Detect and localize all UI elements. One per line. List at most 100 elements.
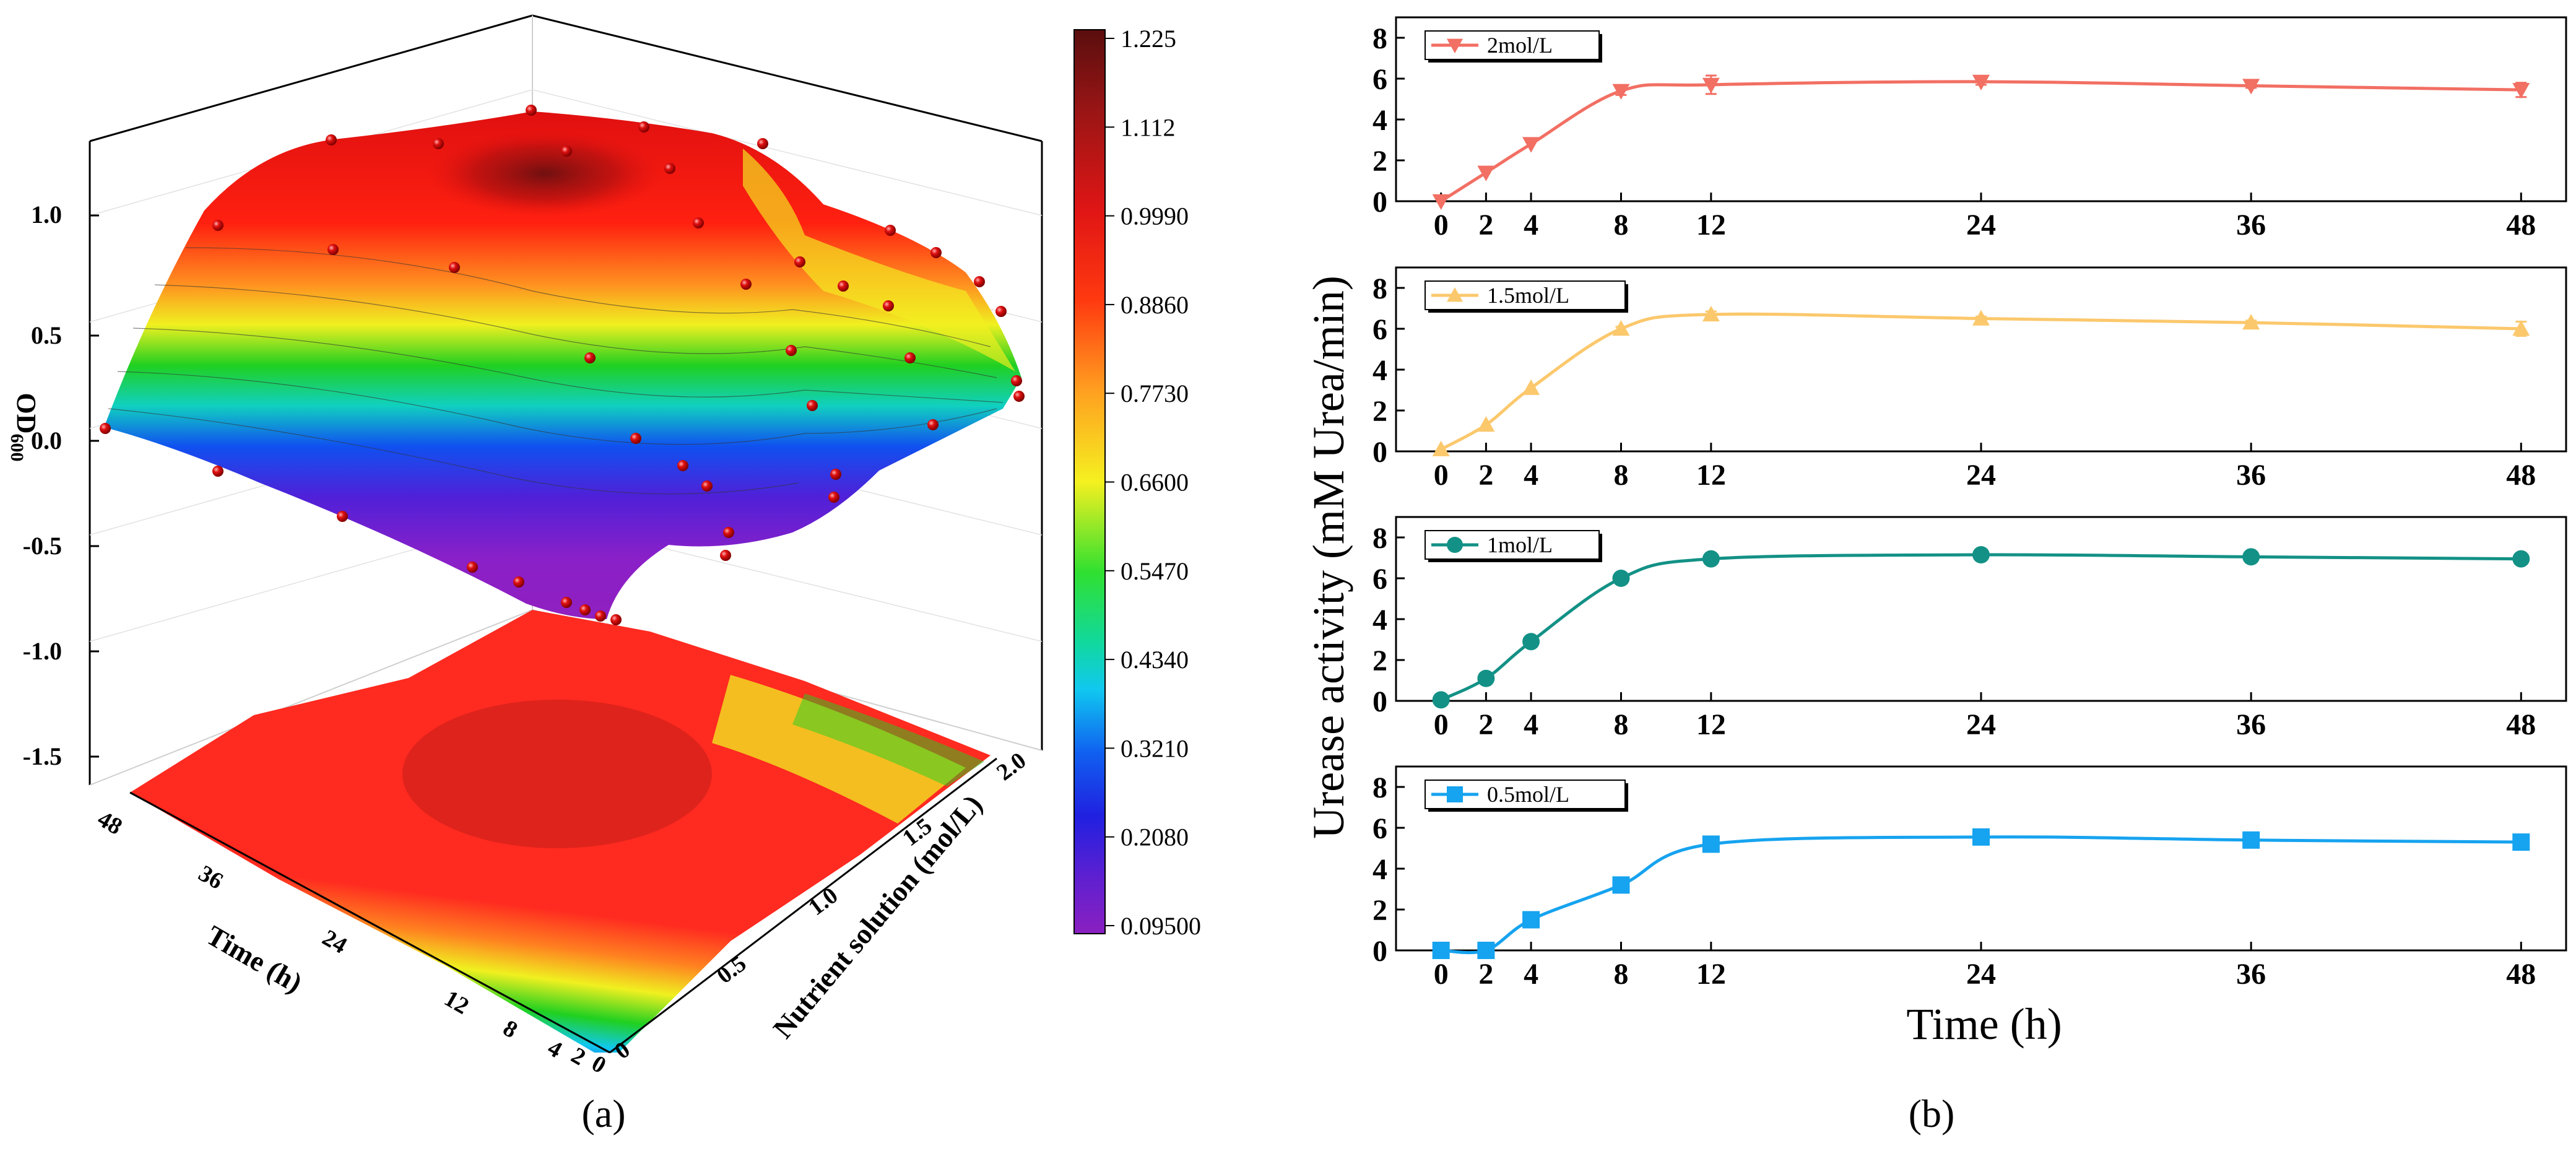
- x-tick-label: 12: [1696, 459, 1726, 492]
- conc-tick-label: 0.5: [712, 950, 751, 989]
- x-tick-label: 24: [1966, 708, 1996, 741]
- x-tick-label: 4: [1524, 708, 1538, 741]
- colorbar-tick-label: 0.6600: [1121, 469, 1189, 497]
- colorbar-tick-label: 0.2080: [1121, 823, 1189, 851]
- z-tick-label: 0.0: [31, 427, 62, 454]
- x-tick-label: 2: [1478, 459, 1493, 492]
- x-tick-label: 2: [1478, 958, 1493, 991]
- conc-tick-label: 2.0: [992, 747, 1031, 786]
- x-tick-label: 12: [1696, 708, 1726, 741]
- data-point: [1477, 669, 1495, 687]
- time-tick-label: 12: [440, 985, 474, 1019]
- data-point: [2242, 79, 2260, 95]
- data-point: [1612, 320, 1630, 336]
- x-axis-title: Time (h): [1906, 999, 2062, 1049]
- colorbar-tick-label: 0.4340: [1121, 646, 1189, 674]
- data-point: [1702, 550, 1720, 568]
- colorbar-tick-label: 0.8860: [1121, 291, 1189, 319]
- data-point: [1612, 876, 1630, 894]
- y-tick-label: 4: [1373, 853, 1387, 886]
- x-tick-label: 48: [2506, 459, 2536, 492]
- data-point: [1522, 379, 1540, 395]
- legend-marker: [1447, 537, 1463, 553]
- surface-data-points: [100, 105, 1025, 625]
- z-axis-title: OD600: [7, 393, 41, 462]
- panel-a-3d-surface: 1.0 0.5 0.0 -0.5 -1.0 -1.5 OD600 48 36 2…: [7, 14, 1201, 1136]
- time-tick-label: 0: [588, 1050, 610, 1079]
- y-tick-label: 8: [1373, 522, 1387, 555]
- data-point: [1702, 835, 1720, 853]
- panel-label-a: (a): [581, 1092, 625, 1136]
- colorbar-tick-label: 0.7730: [1121, 380, 1189, 407]
- data-point: [1432, 194, 1450, 210]
- y-axis-title: Urease activity (mM Urea/min): [1304, 276, 1353, 839]
- x-tick-label: 24: [1966, 958, 1996, 991]
- time-tick-label: 2: [567, 1042, 590, 1071]
- od600-surface: [104, 111, 1021, 619]
- x-tick-label: 4: [1524, 209, 1538, 241]
- floor-contour-projection: [130, 610, 991, 1053]
- x-tick-label: 8: [1613, 459, 1628, 492]
- y-tick-label: 6: [1373, 812, 1387, 845]
- colorbar-gradient: [1073, 29, 1106, 934]
- time-tick-label: 48: [93, 806, 127, 840]
- legend-label: 1.5mol/L: [1487, 283, 1569, 308]
- legend: 0.5mol/L: [1425, 780, 1628, 812]
- y-tick-label: 0: [1373, 186, 1387, 219]
- legend-marker: [1447, 786, 1463, 802]
- x-tick-label: 48: [2506, 209, 2536, 241]
- data-point: [1522, 911, 1540, 929]
- y-tick-label: 6: [1373, 563, 1387, 596]
- time-tick-label: 24: [318, 924, 352, 958]
- time-axis-title: Time (h): [201, 919, 308, 999]
- colorbar-tick-label: 1.112: [1121, 113, 1176, 141]
- time-tick-label: 8: [499, 1015, 522, 1043]
- data-point: [1522, 137, 1540, 153]
- z-tick-label: -1.5: [23, 742, 62, 770]
- data-point: [1432, 440, 1450, 456]
- y-tick-label: 6: [1373, 63, 1387, 96]
- data-point: [2242, 831, 2260, 849]
- y-tick-label: 2: [1373, 145, 1387, 178]
- z-axis: 1.0 0.5 0.0 -0.5 -1.0 -1.5 OD600: [7, 201, 99, 770]
- x-tick-label: 24: [1966, 209, 1996, 241]
- z-axis-title-subscript: 600: [7, 434, 27, 462]
- legend-label: 0.5mol/L: [1487, 782, 1569, 807]
- y-tick-label: 8: [1373, 22, 1387, 55]
- x-tick-label: 36: [2236, 708, 2266, 741]
- x-tick-label: 2: [1478, 209, 1493, 241]
- x-tick-label: 4: [1524, 459, 1538, 492]
- data-point: [2242, 548, 2260, 566]
- series-line: [1440, 312, 2522, 451]
- time-tick-label: 36: [194, 860, 228, 894]
- x-tick-label: 0: [1434, 209, 1449, 241]
- data-point: [2242, 314, 2260, 330]
- z-axis-title-main: OD: [11, 393, 41, 434]
- data-point: [1972, 310, 1990, 326]
- colorbar-tick-label: 0.3210: [1121, 734, 1189, 762]
- x-tick-label: 12: [1696, 958, 1726, 991]
- z-tick-label: 0.5: [31, 321, 62, 349]
- data-point: [1477, 942, 1495, 959]
- colorbar-tick-label: 0.9990: [1121, 202, 1189, 230]
- y-tick-label: 4: [1373, 104, 1387, 137]
- y-tick-label: 8: [1373, 272, 1387, 305]
- data-point: [2512, 833, 2530, 851]
- y-tick-label: 6: [1373, 313, 1387, 346]
- x-tick-label: 8: [1613, 708, 1628, 741]
- data-point: [1477, 165, 1495, 181]
- series-line: [1440, 80, 2522, 203]
- y-tick-label: 2: [1373, 894, 1387, 927]
- floor-axes: [129, 757, 997, 1054]
- data-point: [2512, 82, 2530, 99]
- x-tick-label: 8: [1613, 958, 1628, 991]
- data-point: [1972, 546, 1990, 564]
- x-tick-label: 2: [1478, 708, 1493, 741]
- x-tick-label: 4: [1524, 958, 1538, 991]
- colorbar-tick-label: 0.5470: [1121, 557, 1189, 585]
